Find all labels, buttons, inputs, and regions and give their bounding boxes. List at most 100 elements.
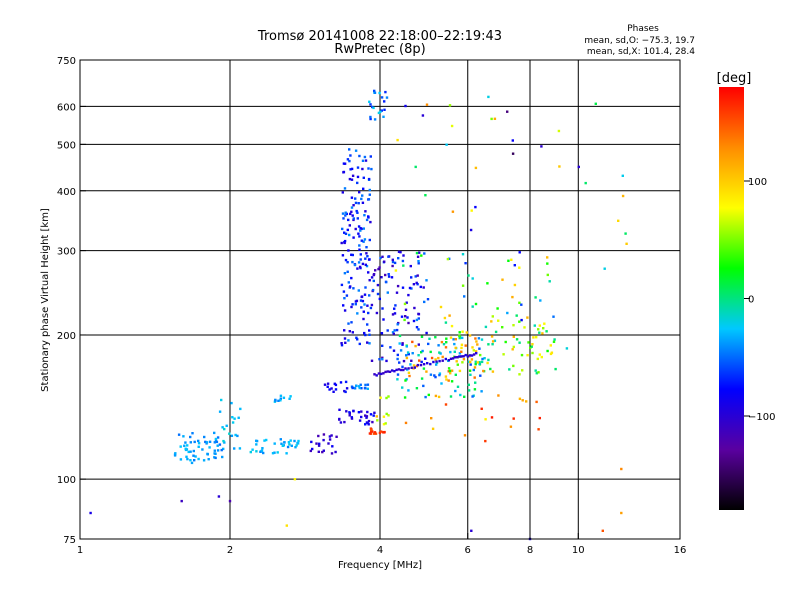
echo-point [364,423,367,426]
echo-point [471,346,474,349]
echo-point [433,374,436,377]
echo-point [189,459,192,462]
echo-point [469,373,472,376]
echo-point [365,416,368,419]
echo-point [424,194,427,197]
echo-point [367,167,370,170]
echo-point [546,256,549,259]
echo-point [434,336,437,339]
echo-point [409,264,412,268]
echo-point [367,177,371,181]
echo-point [391,369,394,372]
echo-point [351,386,354,390]
echo-point [438,372,442,375]
echo-point [385,280,388,284]
echo-point [358,342,361,346]
echo-point [349,154,352,157]
echo-point [190,461,194,465]
echo-point [354,201,358,205]
y-tick-label: 100 [57,475,76,486]
echo-point [344,390,347,394]
echo-point [540,145,543,148]
echo-point [466,355,469,358]
echo-point [399,251,402,254]
echo-point [366,341,369,344]
echo-point [366,383,370,386]
echo-point [386,291,389,294]
echo-point [279,397,282,400]
echo-point [404,421,408,425]
echo-point [513,283,517,287]
echo-point [387,275,391,278]
echo-point [208,440,212,443]
echo-point [317,450,320,453]
echo-point [348,224,351,227]
y-tick-label: 500 [57,140,76,151]
echo-point [407,352,410,356]
echo-point [427,342,430,346]
echo-point [477,337,481,340]
echo-point [456,385,460,388]
echo-point [184,441,187,444]
echo-point [475,352,478,355]
echo-point [354,303,357,306]
echo-point [382,431,385,434]
echo-point [357,289,360,292]
echo-point [343,272,347,275]
echo-point [189,450,192,453]
echo-point [215,440,219,444]
echo-point [396,373,400,376]
echo-point [367,216,370,219]
echo-point [470,358,474,361]
echo-point [237,416,240,419]
echo-point [374,432,378,435]
echo-point [404,379,407,382]
echo-point [508,368,511,371]
echo-point [507,259,510,262]
echo-point [422,286,425,289]
echo-point [345,410,348,413]
echo-point [373,89,376,93]
echo-point [404,308,408,311]
echo-point [490,335,494,338]
echo-point [358,235,361,238]
phase-stats-x: mean, sd,X: 101.4, 28.4 [587,47,695,57]
echo-point [535,400,538,404]
echo-point [273,442,276,445]
echo-point [478,361,481,364]
x-tick-label: 4 [377,545,383,556]
echo-point [401,286,405,289]
echo-point [387,273,390,276]
echo-point [393,370,396,373]
echo-point [490,117,493,121]
echo-point [558,165,561,168]
echo-point [407,389,410,392]
echo-point [356,267,359,270]
echo-point [344,211,347,214]
echo-point [351,331,354,334]
echo-point [402,264,405,267]
echo-point [483,357,486,360]
echo-point [545,330,548,333]
echo-point [345,387,349,390]
echo-point [419,363,423,367]
echo-point [359,258,362,261]
echo-point [397,368,401,371]
echo-point [358,248,361,251]
echo-point [474,381,477,384]
echo-point [449,372,452,375]
echo-point [276,451,279,454]
echo-point [414,165,417,169]
echo-point [369,155,372,158]
echo-point [311,447,314,451]
echo-point [387,414,390,417]
x-tick-label: 16 [674,545,687,556]
echo-point [531,351,534,355]
echo-point [412,283,416,286]
echo-point [625,242,628,245]
echo-point [396,138,399,142]
echo-point [456,356,459,359]
echo-point [552,315,555,318]
echo-point [356,211,359,214]
echo-point [387,255,390,258]
